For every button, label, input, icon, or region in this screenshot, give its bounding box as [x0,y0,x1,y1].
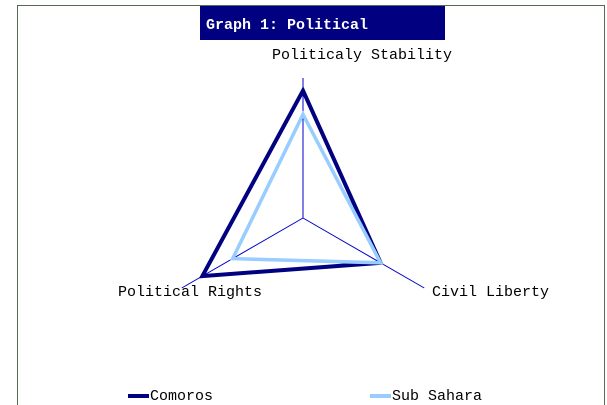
radar-axis [302,217,425,289]
chart-frame [17,5,605,405]
legend-label: Comoros [150,388,213,405]
series-line [229,110,384,265]
axis-label: Political Rights [118,284,262,301]
title-box [200,6,445,40]
axis-label: Politicaly Stability [272,47,452,64]
chart-title: Graph 1: Political [206,17,368,34]
series-line [198,86,384,279]
axis-label: Civil Liberty [432,284,549,301]
legend-label: Sub Sahara [392,388,482,405]
